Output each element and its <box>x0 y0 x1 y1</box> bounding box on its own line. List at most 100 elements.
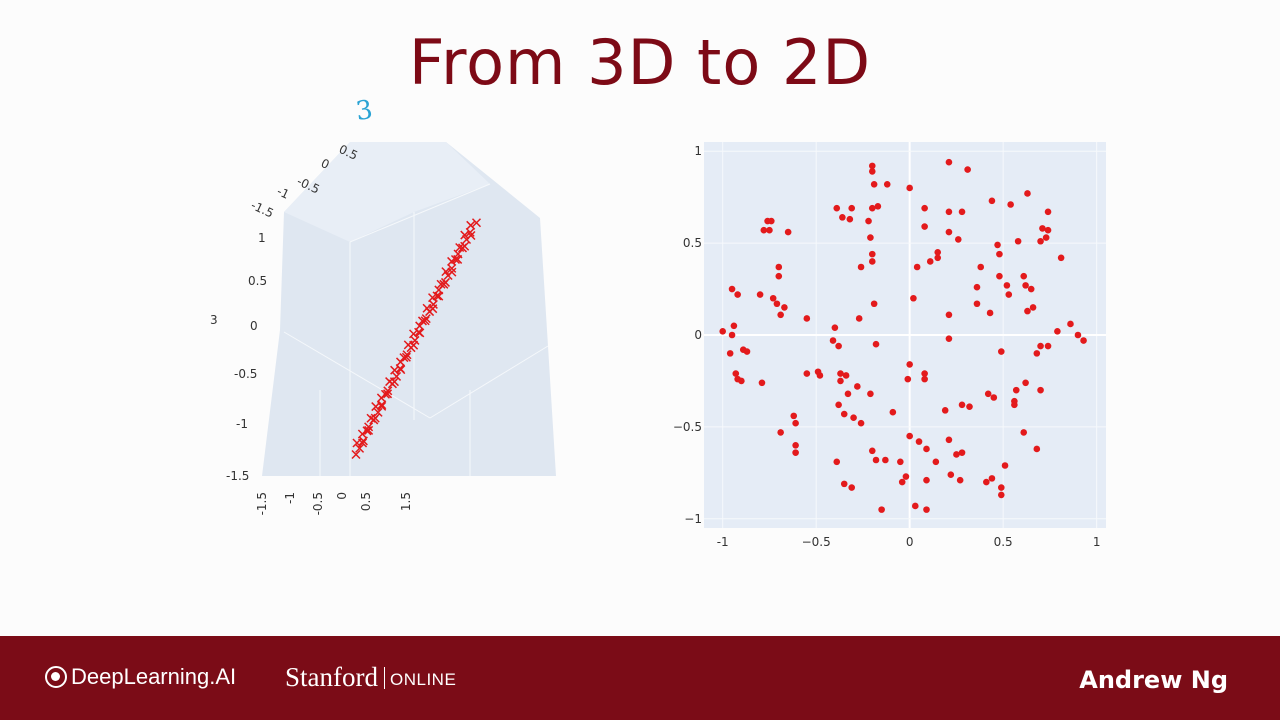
plot2d-point <box>738 377 745 385</box>
plot2d-point <box>921 204 928 212</box>
plot2d-point <box>997 491 1005 499</box>
plot2d-point <box>1044 208 1052 216</box>
plot2d-point <box>958 208 966 216</box>
plot2d-point <box>906 432 913 440</box>
plot2d-point <box>984 390 992 398</box>
plot3d-x-tick: 1.5 <box>399 492 413 511</box>
plot2d-point <box>1007 201 1014 208</box>
plot2d-point <box>874 203 882 210</box>
plot2d-point <box>997 348 1005 355</box>
plot3d-x-tick-labels: -1.5 -1 -0.5 0 0.5 1.5 <box>255 492 413 515</box>
plot2d-point <box>781 304 788 311</box>
plot3d-point <box>401 352 411 362</box>
stanford-online-logo[interactable]: Stanford ONLINE <box>285 662 456 693</box>
plot2d-point <box>988 197 996 205</box>
plot3d-points <box>351 218 482 460</box>
plot3d-point <box>420 316 430 326</box>
plot2d-point <box>941 407 949 414</box>
plot3d-x-tick: 0 <box>335 492 349 500</box>
plot2d-x-tick-labels: -1 −0.5 0 0.5 1 <box>717 535 1101 549</box>
plot2d-point <box>839 214 846 221</box>
plot3d-point <box>440 277 451 287</box>
plot2d-point <box>1033 445 1041 453</box>
plot2d-point <box>945 436 953 444</box>
plot2d-point <box>1037 342 1044 350</box>
plot2d-point <box>986 309 994 317</box>
plot2d-point <box>760 226 768 234</box>
plot2d-point <box>850 414 857 422</box>
scatter-3d-plot[interactable]: 10.50-0.5-1-1.5 0.50-0.5-1-1.5 -1.5 -1 -0.… <box>200 130 580 530</box>
plot3d-z-tick: -1 <box>236 417 248 431</box>
plot2d-point <box>816 372 824 379</box>
plot2d-point <box>934 248 942 256</box>
plot2d-point <box>1020 429 1028 436</box>
plot2d-y-tick: 0 <box>694 328 702 342</box>
plot2d-point <box>1011 401 1018 409</box>
plot3d-point <box>453 249 463 259</box>
plot2d-point <box>857 419 865 427</box>
plot2d-point <box>973 300 981 308</box>
plot2d-point <box>870 300 878 308</box>
plot3d-z-tick: 0 <box>250 319 258 333</box>
plot2d-point <box>1005 291 1013 298</box>
plot2d-point <box>872 340 880 348</box>
plot2d-point <box>840 480 848 488</box>
plot2d-point <box>996 272 1003 280</box>
plot2d-point <box>758 379 766 387</box>
plot2d-point <box>867 234 874 241</box>
plot2d-point <box>904 375 912 383</box>
deeplearning-label: DeepLearning.AI <box>71 664 237 689</box>
deeplearning-logo[interactable]: DeepLearning.AI <box>45 664 236 690</box>
plot2d-point <box>1024 307 1031 315</box>
plot2d-point <box>1003 282 1011 289</box>
plot2d-point <box>848 484 856 491</box>
plot2d-point <box>728 285 736 293</box>
plot2d-point <box>994 241 1001 249</box>
plot2d-point <box>792 449 799 456</box>
plot3d-point <box>460 241 470 251</box>
plot2d-point <box>719 328 726 335</box>
handwritten-annotation: 3 <box>353 94 375 128</box>
plot2d-point <box>911 502 919 510</box>
plot3d-z-tick: 1 <box>258 231 266 245</box>
plot2d-point <box>868 162 876 170</box>
plot2d-point <box>878 506 885 513</box>
plot3d-x-tick: -0.5 <box>311 492 325 515</box>
plot2d-point <box>1022 282 1029 289</box>
plot2d-point <box>1022 379 1029 387</box>
plot2d-point <box>835 401 842 409</box>
plot2d-x-tick: −0.5 <box>802 535 831 549</box>
plot3d-point <box>377 401 387 411</box>
plot2d-point <box>934 254 942 262</box>
plot3d-z-tick-labels: 1 0.5 0 -0.5 -1 -1.5 <box>226 231 267 483</box>
plot3d-point <box>383 386 393 396</box>
plot2d-point <box>868 258 876 265</box>
plot2d-point <box>792 441 799 449</box>
plot3d-top-pane <box>284 142 490 242</box>
plot2d-point <box>906 361 913 368</box>
plot2d-point <box>855 315 863 322</box>
plot3d-point <box>373 407 383 417</box>
plot2d-point <box>964 166 971 173</box>
plot2d-point <box>1024 190 1031 197</box>
plot2d-point <box>1033 350 1041 357</box>
plot2d-point <box>958 449 966 456</box>
plot2d-point <box>1042 234 1050 241</box>
plot2d-point <box>844 390 852 398</box>
plot2d-point <box>775 263 783 271</box>
plot3d-point <box>364 422 374 432</box>
scatter-2d-plot[interactable]: 1 0.5 0 −0.5 −1 -1 −0.5 0 0.5 1 <box>660 130 1120 560</box>
plot3d-z-tick: -0.5 <box>234 367 257 381</box>
plot3d-point <box>465 227 475 237</box>
plot2d-point <box>837 377 844 385</box>
plot3d-point <box>358 436 368 446</box>
plot2d-point <box>766 226 773 234</box>
plot2d-point <box>777 311 784 319</box>
plot2d-point <box>898 478 906 486</box>
plot2d-point <box>726 350 734 357</box>
plot2d-point <box>1014 237 1022 245</box>
plot2d-points <box>719 158 1087 513</box>
plot2d-point <box>996 250 1003 258</box>
plot2d-point <box>829 337 837 344</box>
plot2d-point <box>777 429 784 436</box>
